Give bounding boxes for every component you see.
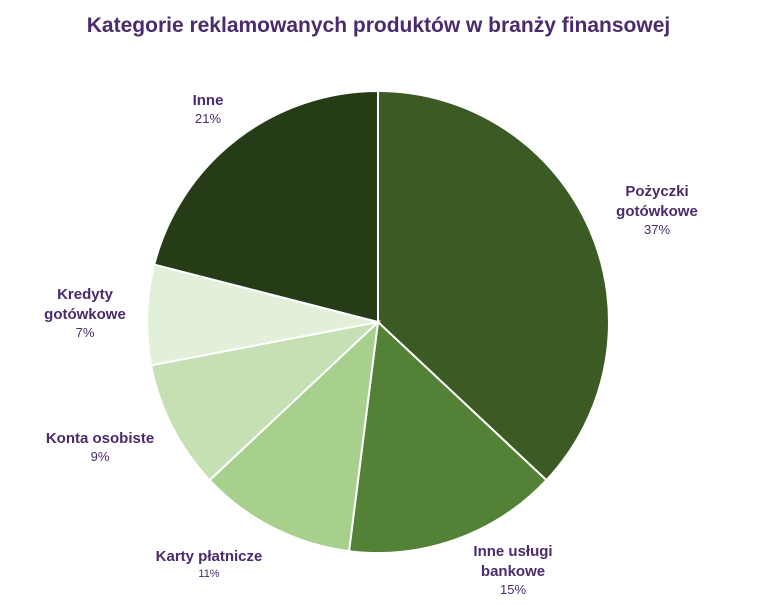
slice-percent-0: 37% bbox=[644, 222, 670, 237]
slice-label-0-line-0: Pożyczki bbox=[625, 183, 688, 200]
slice-percent-4: 7% bbox=[76, 325, 95, 340]
pie-slice-1 bbox=[347, 319, 548, 554]
slice-percent-5: 21% bbox=[195, 111, 221, 126]
slice-label-1-line-1: bankowe bbox=[481, 563, 545, 580]
pie-slice-5 bbox=[153, 89, 379, 324]
slice-label-3-line-0: Konta osobiste bbox=[46, 430, 154, 447]
slice-label-2-line-0: Karty płatnicze bbox=[156, 548, 263, 565]
slice-label-5-line-0: Inne bbox=[193, 92, 224, 109]
slice-label-4-line-1: gotówkowe bbox=[44, 306, 126, 323]
slice-label-1-line-0: Inne usługi bbox=[473, 543, 552, 560]
slice-percent-2: 11% bbox=[198, 568, 219, 580]
chart-title: Kategorie reklamowanych produktów w bran… bbox=[86, 14, 671, 37]
pie-slice-4 bbox=[146, 263, 379, 367]
slice-percent-1: 15% bbox=[500, 582, 526, 597]
pie-slice-0 bbox=[377, 89, 610, 482]
slice-label-4-line-0: Kredyty bbox=[57, 286, 114, 303]
pie-slice-2 bbox=[208, 319, 380, 553]
slice-percent-3: 9% bbox=[91, 449, 110, 464]
slice-label-0-line-1: gotówkowe bbox=[616, 203, 698, 220]
pie-slice-3 bbox=[149, 320, 382, 482]
